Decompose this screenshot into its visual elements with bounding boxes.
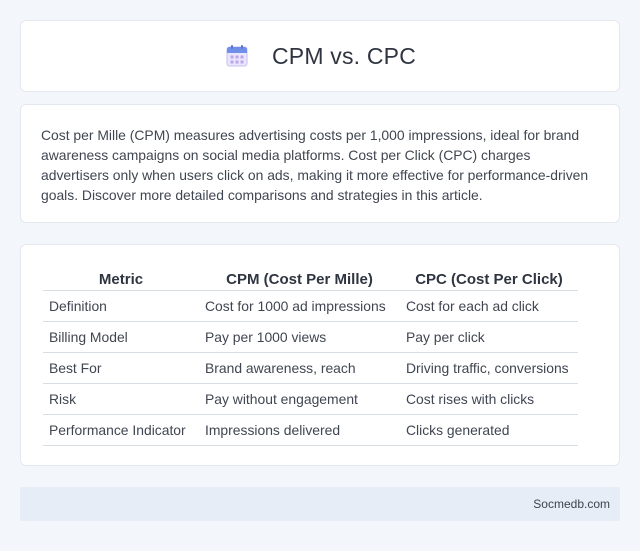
footer-bar: Socmedb.com [20,487,620,521]
table-cell: Risk [43,383,199,415]
column-header-metric: Metric [43,266,199,291]
title-wrap: CPM vs. CPC [224,43,416,70]
table-cell: Cost rises with clicks [400,383,578,415]
comparison-card: Metric CPM (Cost Per Mille) CPC (Cost Pe… [20,244,620,466]
table-cell: Clicks generated [400,414,578,446]
table-row: Best For Brand awareness, reach Driving … [43,352,578,384]
table-row: Risk Pay without engagement Cost rises w… [43,383,578,415]
table-cell: Billing Model [43,321,199,353]
table-cell: Driving traffic, conversions [400,352,578,384]
table-cell: Pay per 1000 views [199,321,400,353]
title-card: CPM vs. CPC [20,20,620,92]
table-cell: Definition [43,290,199,322]
calendar-icon [226,45,248,67]
table-cell: Performance Indicator [43,414,199,446]
intro-card: Cost per Mille (CPM) measures advertisin… [20,104,620,223]
column-header-cpm: CPM (Cost Per Mille) [199,266,400,291]
table-row: Performance Indicator Impressions delive… [43,414,578,446]
table-cell: Pay without engagement [199,383,400,415]
table-row: Billing Model Pay per 1000 views Pay per… [43,321,578,353]
table-cell: Cost for each ad click [400,290,578,322]
intro-text: Cost per Mille (CPM) measures advertisin… [41,127,589,203]
table-cell: Impressions delivered [199,414,400,446]
page-title: CPM vs. CPC [271,42,417,69]
table-cell: Brand awareness, reach [199,352,400,384]
column-header-cpc: CPC (Cost Per Click) [400,266,578,291]
footer-site-link[interactable]: Socmedb.com [533,497,610,511]
comparison-table: Metric CPM (Cost Per Mille) CPC (Cost Pe… [43,266,578,446]
table-cell: Cost for 1000 ad impressions [199,290,400,322]
table-row: Definition Cost for 1000 ad impressions … [43,290,578,322]
table-cell: Best For [43,352,199,384]
table-header-row: Metric CPM (Cost Per Mille) CPC (Cost Pe… [43,266,578,291]
table-cell: Pay per click [400,321,578,353]
